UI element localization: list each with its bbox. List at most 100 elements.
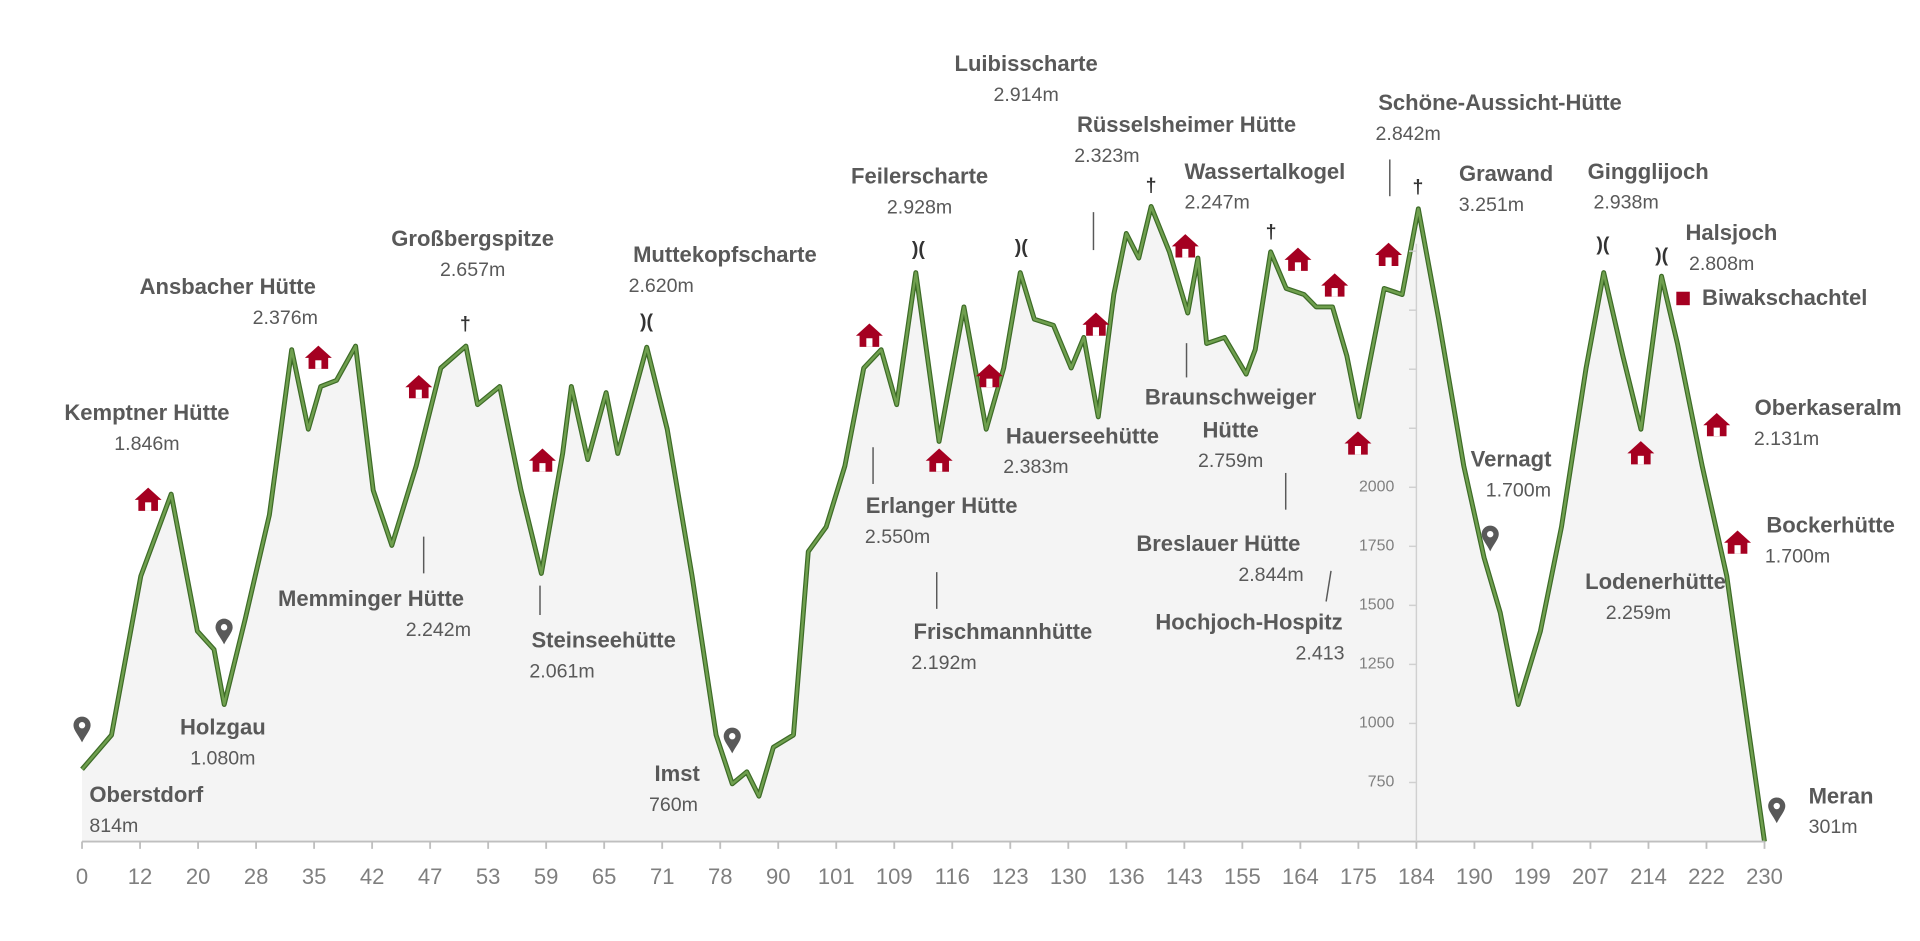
x-tick-label: 130 (1050, 864, 1087, 889)
annotation-elevation: 301m (1809, 816, 1858, 838)
pass-symbol: )( (1015, 236, 1029, 258)
pin-icon (215, 618, 233, 645)
x-tick-label: 59 (534, 864, 559, 889)
annotation-name: Frischmannhütte (913, 619, 1092, 644)
annotation-elevation: 1.846m (114, 433, 179, 455)
annotation-name: Holzgau (180, 715, 266, 740)
hut-icon (1171, 234, 1199, 258)
hut-icon (405, 374, 433, 399)
hut-roof (1171, 234, 1199, 258)
x-tick-label: 184 (1398, 864, 1435, 889)
annotation-elevation: 2.844m (1238, 564, 1303, 586)
annotation-name: Lodenerhütte (1585, 569, 1726, 594)
hut-door (1182, 248, 1189, 258)
hut-door (936, 463, 943, 472)
hut-roof (528, 448, 556, 472)
hut-door (1637, 455, 1644, 465)
annotation-elevation: 760m (649, 794, 698, 816)
annotation-elevation: 2.928m (887, 197, 952, 219)
hut-roof (1321, 273, 1349, 297)
pin-dot (1773, 802, 1780, 810)
annotation-name: Schöne-Aussicht-Hütte (1378, 90, 1622, 115)
y-tick-label: 2000 (1359, 478, 1395, 495)
hut-door (866, 338, 873, 347)
hut-roof (925, 448, 953, 472)
y-tick-label: 1000 (1359, 715, 1395, 732)
hut-door (1385, 257, 1392, 267)
annotation-name: Memminger Hütte (278, 586, 464, 611)
annotation-elevation: 2.550m (865, 526, 930, 548)
hut-roof (304, 345, 332, 369)
annotation-elevation: 2.759m (1198, 450, 1263, 472)
x-tick-label: 42 (360, 864, 385, 889)
annotation-name: Erlanger Hütte (866, 493, 1018, 518)
hut-door (1354, 446, 1362, 455)
hut-icon (1321, 273, 1349, 297)
hut-icon (1375, 242, 1403, 267)
x-tick-label: 155 (1224, 864, 1261, 889)
pin-dot (220, 624, 228, 631)
annotation-elevation: 2.131m (1754, 428, 1819, 450)
hut-roof (1627, 441, 1655, 465)
annotation-elevation: 2.259m (1606, 602, 1671, 624)
hut-door (986, 378, 993, 388)
hut-roof (1703, 412, 1731, 437)
pin-dot (729, 733, 736, 740)
annotation-elevation: 2.323m (1074, 145, 1139, 167)
hut-roof (1375, 242, 1403, 267)
x-tick-label: 12 (128, 864, 153, 889)
profile-line (81, 205, 1766, 842)
annotation-elevation: 2.808m (1689, 253, 1754, 275)
annotation-elevation: 814m (89, 815, 138, 837)
hut-door (415, 389, 422, 399)
annotation-elevation: 2.938m (1593, 192, 1658, 214)
summit-cross: † (460, 313, 471, 335)
annotation-elevation: 1.080m (190, 748, 255, 770)
hut-icon (1344, 431, 1372, 455)
annotation-name: Gingglijoch (1588, 159, 1709, 184)
pin-shape (1481, 525, 1499, 552)
pass-symbol: )( (912, 238, 926, 260)
annotation-name: Luibisscharte (954, 51, 1097, 76)
x-tick-label: 222 (1688, 864, 1725, 889)
x-tick-label: 0 (76, 864, 88, 889)
x-tick-label: 214 (1630, 864, 1667, 889)
annotation-name: Grawand (1459, 161, 1553, 186)
annotation-name: Halsjoch (1686, 220, 1778, 245)
hut-door (1294, 262, 1302, 271)
pin-dot (1487, 530, 1494, 538)
x-tick-label: 207 (1572, 864, 1609, 889)
annotation-elevation: 2.242m (406, 619, 471, 641)
annotation-name: Großbergspitze (391, 226, 554, 251)
hut-door (1734, 545, 1741, 554)
hut-roof (1284, 247, 1312, 271)
x-tick-label: 53 (476, 864, 501, 889)
annotation-name: Braunschweiger Hütte (1144, 384, 1317, 443)
pin-dot (78, 722, 86, 729)
hut-icon (1627, 441, 1655, 465)
annotation-name: Meran (1809, 783, 1874, 808)
legend-label: Biwakschachtel (1702, 285, 1867, 310)
hut-icon (528, 448, 556, 472)
pass-symbol: )( (640, 311, 654, 333)
annotation-elevation: 2.383m (1003, 456, 1068, 478)
hut-door (539, 463, 546, 472)
hut-roof (134, 487, 162, 511)
hut-icon (855, 323, 883, 347)
annotation-elevation: 2.192m (911, 652, 976, 674)
pin-icon (73, 716, 91, 743)
annotation-elevation: 2.247m (1184, 192, 1249, 214)
pin-icon (1768, 797, 1786, 824)
annotation-elevation: 2.657m (440, 259, 505, 281)
annotation-name-box: Braunschweiger Hütte (1144, 384, 1317, 443)
hut-roof (1082, 312, 1110, 336)
annotation-name: Oberkaseralm (1755, 395, 1902, 420)
annotation-elevation: 3.251m (1459, 194, 1524, 216)
hut-icon (925, 448, 953, 472)
annotation-name: Vernagt (1471, 447, 1552, 472)
x-tick-label: 230 (1746, 864, 1783, 889)
hut-roof (975, 363, 1003, 388)
summit-cross: † (1266, 221, 1277, 243)
